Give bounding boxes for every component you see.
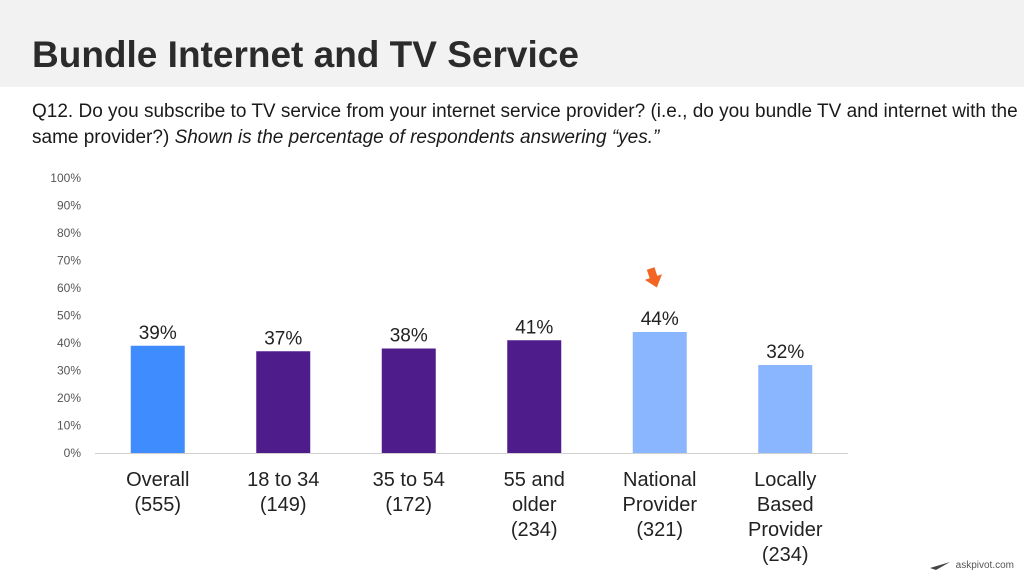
- bar: [758, 365, 813, 453]
- category-label: 35 to 54 (172): [373, 469, 445, 516]
- bar: [507, 340, 562, 453]
- value-label: 38%: [390, 326, 428, 347]
- value-label: 37%: [264, 328, 302, 349]
- category-label-line: (555): [134, 494, 181, 516]
- value-label: 44%: [641, 309, 679, 330]
- brand-logo-icon: [929, 561, 950, 570]
- page-title: Bundle Internet and TV Service: [32, 34, 579, 75]
- category-label-line: (149): [260, 494, 307, 516]
- bar: [381, 348, 436, 453]
- category-label-line: (234): [762, 544, 809, 566]
- y-tick-label: 80%: [57, 226, 81, 240]
- y-tick-label: 0%: [64, 446, 82, 460]
- category-label-line: 55 and: [504, 469, 565, 491]
- highlight-arrow-icon: [644, 267, 663, 288]
- category-label: 55 and older (234): [504, 469, 565, 541]
- category-label-line: National: [623, 469, 696, 491]
- category-label: 18 to 34 (149): [247, 469, 319, 516]
- category-label: Locally Based Provider (234): [748, 469, 823, 566]
- category-label-line: Based: [757, 494, 814, 516]
- highlight-arrow-shape: [644, 267, 663, 288]
- category-label-line: 18 to 34: [247, 469, 319, 491]
- bar: [130, 345, 185, 453]
- brand-text: askpivot.com: [955, 560, 1014, 571]
- y-tick-label: 90%: [57, 199, 81, 213]
- question-body: Q12. Do you subscribe to TV service from…: [32, 101, 1018, 148]
- y-tick-label: 30%: [57, 364, 81, 378]
- bar: [256, 351, 311, 453]
- footer: askpivot.com: [929, 560, 1014, 571]
- question-note: Shown is the percentage of respondents a…: [174, 127, 660, 148]
- category-label-line: (321): [636, 519, 683, 541]
- category-label: National Provider (321): [623, 469, 698, 541]
- category-label-line: Provider: [623, 494, 698, 516]
- category-label: Overall (555): [126, 469, 189, 516]
- category-label-line: Overall: [126, 469, 189, 491]
- y-tick-label: 50%: [57, 309, 81, 323]
- bar: [632, 332, 687, 453]
- question-text: Q12. Do you subscribe to TV service from…: [32, 99, 1022, 151]
- title-band: [0, 0, 1024, 87]
- category-label-line: Locally: [754, 469, 816, 491]
- category-label-line: Provider: [748, 519, 823, 541]
- category-label-line: (234): [511, 519, 558, 541]
- y-tick-label: 40%: [57, 336, 81, 350]
- value-label: 41%: [515, 317, 553, 338]
- y-tick-label: 20%: [57, 391, 81, 405]
- category-label-line: 35 to 54: [373, 469, 445, 491]
- value-label: 32%: [766, 342, 804, 363]
- category-label-line: older: [512, 494, 557, 516]
- y-tick-label: 70%: [57, 254, 81, 268]
- y-tick-label: 100%: [50, 171, 81, 185]
- category-label-line: (172): [385, 494, 432, 516]
- value-label: 39%: [139, 323, 177, 344]
- y-tick-label: 60%: [57, 281, 81, 295]
- y-tick-label: 10%: [57, 419, 81, 433]
